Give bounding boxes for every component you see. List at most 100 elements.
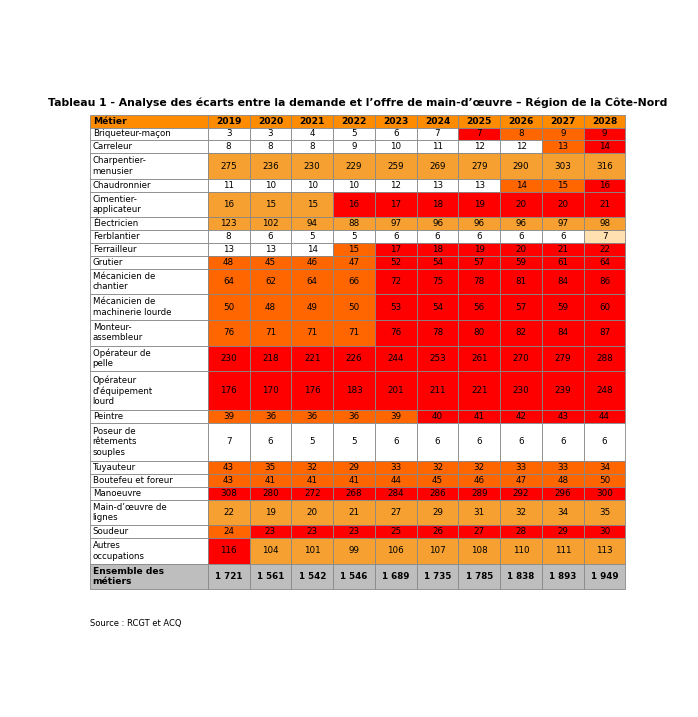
Bar bbox=[417, 461, 459, 474]
Bar bbox=[90, 422, 208, 461]
Bar bbox=[584, 422, 625, 461]
Bar bbox=[459, 461, 500, 474]
Text: 303: 303 bbox=[554, 161, 571, 171]
Text: 57: 57 bbox=[474, 257, 485, 267]
Text: 248: 248 bbox=[596, 386, 613, 395]
Text: 12: 12 bbox=[516, 142, 526, 151]
Bar bbox=[90, 538, 208, 564]
Text: Boutefeu et foreur: Boutefeu et foreur bbox=[93, 476, 172, 485]
Text: 106: 106 bbox=[387, 546, 404, 555]
Bar bbox=[375, 269, 417, 294]
Text: 33: 33 bbox=[515, 463, 527, 472]
Text: Poseur de
rêtements
souples: Poseur de rêtements souples bbox=[93, 427, 138, 457]
Bar bbox=[417, 371, 459, 409]
Text: 10: 10 bbox=[265, 181, 276, 190]
Bar bbox=[333, 525, 375, 538]
Text: 78: 78 bbox=[474, 277, 485, 286]
Bar bbox=[333, 487, 375, 500]
Text: Cimentier-
applicateur: Cimentier- applicateur bbox=[93, 195, 142, 214]
Bar bbox=[291, 371, 333, 409]
Bar bbox=[291, 564, 333, 589]
Bar bbox=[90, 294, 208, 320]
Text: 2024: 2024 bbox=[425, 117, 450, 125]
Bar bbox=[375, 564, 417, 589]
Text: Manoeuvre: Manoeuvre bbox=[93, 488, 141, 498]
Bar bbox=[584, 346, 625, 371]
Text: 284: 284 bbox=[387, 488, 404, 498]
Text: 54: 54 bbox=[432, 303, 443, 312]
Text: 2020: 2020 bbox=[258, 117, 283, 125]
Text: 6: 6 bbox=[393, 232, 399, 241]
Bar bbox=[90, 179, 208, 191]
Bar bbox=[542, 256, 584, 269]
Bar bbox=[90, 320, 208, 346]
Text: 1 689: 1 689 bbox=[382, 572, 410, 581]
Bar bbox=[291, 179, 333, 191]
Bar bbox=[291, 153, 333, 179]
Bar bbox=[90, 269, 208, 294]
Text: 288: 288 bbox=[596, 354, 613, 363]
Bar bbox=[375, 346, 417, 371]
Bar bbox=[208, 564, 250, 589]
Bar bbox=[542, 461, 584, 474]
Text: 96: 96 bbox=[474, 219, 485, 228]
Bar bbox=[542, 487, 584, 500]
Bar bbox=[584, 191, 625, 217]
Bar bbox=[459, 217, 500, 230]
Text: Peintre: Peintre bbox=[93, 412, 123, 421]
Bar bbox=[375, 487, 417, 500]
Text: 47: 47 bbox=[348, 257, 359, 267]
Bar bbox=[459, 346, 500, 371]
Bar bbox=[417, 243, 459, 256]
Bar bbox=[291, 487, 333, 500]
Text: 7: 7 bbox=[226, 437, 232, 446]
Bar bbox=[417, 409, 459, 422]
Text: 64: 64 bbox=[599, 257, 610, 267]
Bar bbox=[291, 409, 333, 422]
Text: 57: 57 bbox=[515, 303, 527, 312]
Bar bbox=[333, 115, 375, 128]
Bar bbox=[459, 294, 500, 320]
Text: 5: 5 bbox=[351, 232, 357, 241]
Bar bbox=[500, 564, 542, 589]
Bar bbox=[333, 320, 375, 346]
Text: 45: 45 bbox=[265, 257, 276, 267]
Bar bbox=[208, 346, 250, 371]
Bar bbox=[333, 153, 375, 179]
Bar bbox=[459, 474, 500, 487]
Text: 110: 110 bbox=[513, 546, 529, 555]
Text: 8: 8 bbox=[226, 232, 232, 241]
Text: 88: 88 bbox=[348, 219, 359, 228]
Text: Soudeur: Soudeur bbox=[93, 527, 129, 536]
Text: 292: 292 bbox=[513, 488, 529, 498]
Text: 21: 21 bbox=[557, 245, 568, 254]
Text: 84: 84 bbox=[557, 277, 568, 286]
Bar bbox=[584, 474, 625, 487]
Bar bbox=[584, 320, 625, 346]
Text: 10: 10 bbox=[390, 142, 401, 151]
Bar bbox=[90, 141, 208, 153]
Text: 33: 33 bbox=[557, 463, 568, 472]
Bar bbox=[500, 115, 542, 128]
Text: 6: 6 bbox=[519, 437, 524, 446]
Text: 15: 15 bbox=[557, 181, 568, 190]
Text: 269: 269 bbox=[429, 161, 446, 171]
Bar bbox=[459, 179, 500, 191]
Bar bbox=[208, 487, 250, 500]
Text: 39: 39 bbox=[390, 412, 401, 421]
Text: Charpentier-
menusier: Charpentier- menusier bbox=[93, 156, 147, 176]
Bar bbox=[584, 525, 625, 538]
Bar bbox=[291, 256, 333, 269]
Bar bbox=[250, 525, 291, 538]
Bar bbox=[459, 128, 500, 141]
Text: 44: 44 bbox=[599, 412, 610, 421]
Bar bbox=[417, 422, 459, 461]
Text: 72: 72 bbox=[390, 277, 401, 286]
Bar bbox=[500, 294, 542, 320]
Bar bbox=[291, 141, 333, 153]
Text: 48: 48 bbox=[557, 476, 568, 485]
Bar bbox=[417, 346, 459, 371]
Bar bbox=[250, 461, 291, 474]
Bar bbox=[500, 153, 542, 179]
Text: 76: 76 bbox=[390, 328, 401, 337]
